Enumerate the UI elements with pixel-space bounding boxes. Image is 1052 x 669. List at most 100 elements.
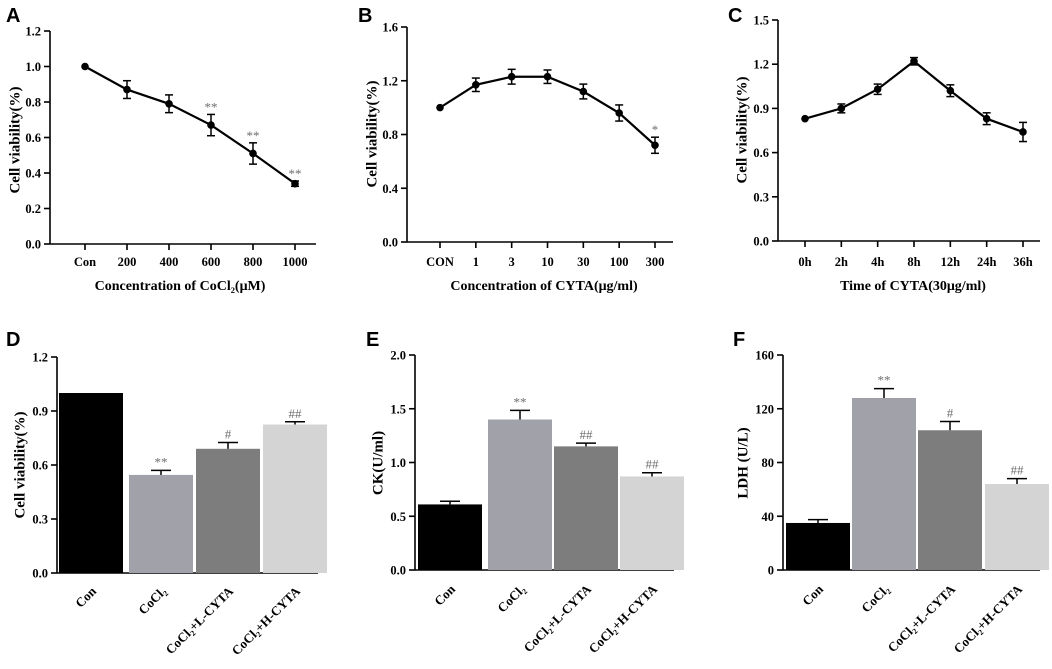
y-tick-label-a: 1.2 (25, 25, 41, 39)
y-tick-label-c: 1.5 (753, 14, 769, 28)
x-tick-label-c: 2h (835, 255, 848, 269)
significance-label-e: ## (580, 427, 594, 442)
data-point-a (207, 121, 215, 129)
data-point-b (507, 72, 516, 81)
x-tick-label-a: 1000 (283, 255, 308, 269)
y-tick-label-d: 1.2 (32, 351, 48, 365)
significance-label-d: ## (289, 406, 303, 421)
y-tick-label-c: 0.9 (753, 102, 769, 116)
y-tick-label-a: 1.0 (25, 60, 41, 74)
category-label-e: Con (431, 581, 458, 608)
bar-e (488, 419, 552, 570)
x-tick-label-b: 10 (541, 255, 554, 269)
category-label-f: CoCl₂+L-CYTA (885, 581, 959, 655)
category-label-e: CoCl₂+L-CYTA (521, 581, 595, 655)
x-tick-label-b: 3 (509, 255, 515, 269)
significance-label-d: # (225, 427, 232, 442)
panel-a: A 0.0 0.2 0.4 0.6 0.8 1.0 1.2 Cell viability(%) C… (6, 5, 316, 294)
x-tick-label-a: Con (74, 255, 96, 269)
y-tick-label-b: 1.2 (382, 74, 398, 88)
significance-label-b: * (652, 122, 659, 137)
category-label-f: Con (799, 581, 826, 608)
data-point-b (472, 80, 480, 89)
bar-f (918, 430, 982, 570)
data-point-a (291, 179, 299, 188)
y-axis-title-b: Cell viability(%) (364, 80, 380, 187)
data-point-c (837, 104, 846, 113)
x-tick-label-a: 600 (202, 255, 221, 269)
y-tick-label-b: 1.6 (382, 21, 398, 35)
data-point-c (946, 86, 955, 95)
data-point-a (123, 85, 131, 94)
significance-label-e: ## (646, 457, 660, 472)
significance-label-f: ## (1011, 463, 1025, 478)
x-tick-label-a: 400 (160, 255, 179, 269)
category-label-f: CoCl₂+H-CYTA (951, 581, 1026, 656)
bar-f (786, 522, 850, 570)
panel-c: C 0.0 0.3 0.6 0.9 1.2 1.5 Cell viability(%) 0h 2h… (728, 5, 1040, 294)
data-point-c (873, 85, 882, 94)
x-tick-label-c: 24h (977, 255, 997, 269)
bar-e (554, 446, 618, 570)
x-axis-title-c: Time of CYTA(30μg/ml) (840, 279, 986, 294)
y-axis-title-e: CK(U/ml) (370, 431, 386, 495)
y-tick-label-e: 0.5 (390, 510, 406, 524)
panel-f: F 0 40 80 120 160 LDH (U/L) Con ** CoCl₂ # CoCl₂+L-… (733, 329, 1049, 656)
significance-label-a: ** (205, 99, 218, 114)
bar-f (852, 398, 916, 570)
y-tick-label-f: 40 (762, 510, 775, 524)
y-axis-title-f: LDH (U/L) (735, 427, 751, 498)
y-tick-label-e: 1.0 (390, 456, 406, 470)
y-tick-label-b: 0.4 (382, 182, 398, 196)
category-label-d: CoCl₂+H-CYTA (229, 583, 304, 658)
y-tick-label-f: 0 (768, 564, 774, 578)
y-tick-label-f: 80 (762, 456, 775, 470)
bar-d (129, 474, 193, 573)
y-tick-label-d: 0.6 (32, 459, 48, 473)
significance-label-d: ** (155, 454, 168, 469)
y-tick-label-f: 160 (755, 349, 774, 363)
y-tick-label-a: 0.2 (25, 202, 41, 216)
y-tick-label-d: 0.3 (32, 513, 48, 527)
y-tick-label-a: 0.0 (25, 238, 41, 252)
data-point-b (436, 103, 444, 112)
bar-e (418, 504, 482, 570)
series-line-c (804, 59, 1024, 134)
y-tick-label-e: 0.0 (390, 564, 406, 578)
panel-letter-a: A (6, 5, 20, 27)
x-tick-label-c: 0h (798, 255, 811, 269)
x-tick-label-c: 36h (1013, 255, 1033, 269)
y-tick-label-c: 0.0 (753, 235, 769, 249)
y-tick-label-d: 0.9 (32, 405, 48, 419)
data-point-c (982, 114, 991, 123)
panel-d: D 0.0 0.3 0.6 0.9 1.2 Cell viability(%) Con ** Co… (6, 329, 327, 658)
panel-letter-d: D (6, 329, 20, 351)
significance-label-a: ** (289, 166, 302, 181)
x-tick-label-b: 100 (610, 255, 629, 269)
category-label-f: CoCl₂ (858, 581, 892, 615)
data-point-b (651, 141, 659, 150)
x-tick-label-c: 8h (907, 255, 920, 269)
x-tick-label-b: 1 (473, 255, 479, 269)
panel-letter-e: E (366, 329, 379, 351)
y-axis-title-d: Cell viability(%) (12, 411, 28, 518)
data-point-a (249, 149, 257, 158)
category-label-d: Con (72, 583, 99, 610)
panel-letter-f: F (733, 329, 745, 351)
data-point-c (910, 57, 918, 66)
panel-e: E 0.0 0.5 1.0 1.5 2.0 CK(U/ml) Con ** CoCl₂ ## CoCl… (366, 329, 684, 656)
y-tick-label-e: 2.0 (390, 349, 406, 363)
y-tick-label-c: 1.2 (753, 58, 769, 72)
y-tick-label-b: 0.0 (382, 236, 398, 250)
x-tick-label-b: CON (426, 255, 454, 269)
y-tick-label-a: 0.6 (25, 131, 41, 145)
series-line-b (439, 75, 656, 147)
x-tick-label-c: 12h (941, 255, 961, 269)
y-tick-label-c: 0.3 (753, 190, 769, 204)
x-tick-label-c: 4h (871, 255, 884, 269)
data-point-c (1019, 128, 1027, 136)
y-tick-label-c: 0.6 (753, 146, 769, 160)
x-tick-label-b: 300 (646, 255, 665, 269)
data-point-c (801, 114, 809, 123)
